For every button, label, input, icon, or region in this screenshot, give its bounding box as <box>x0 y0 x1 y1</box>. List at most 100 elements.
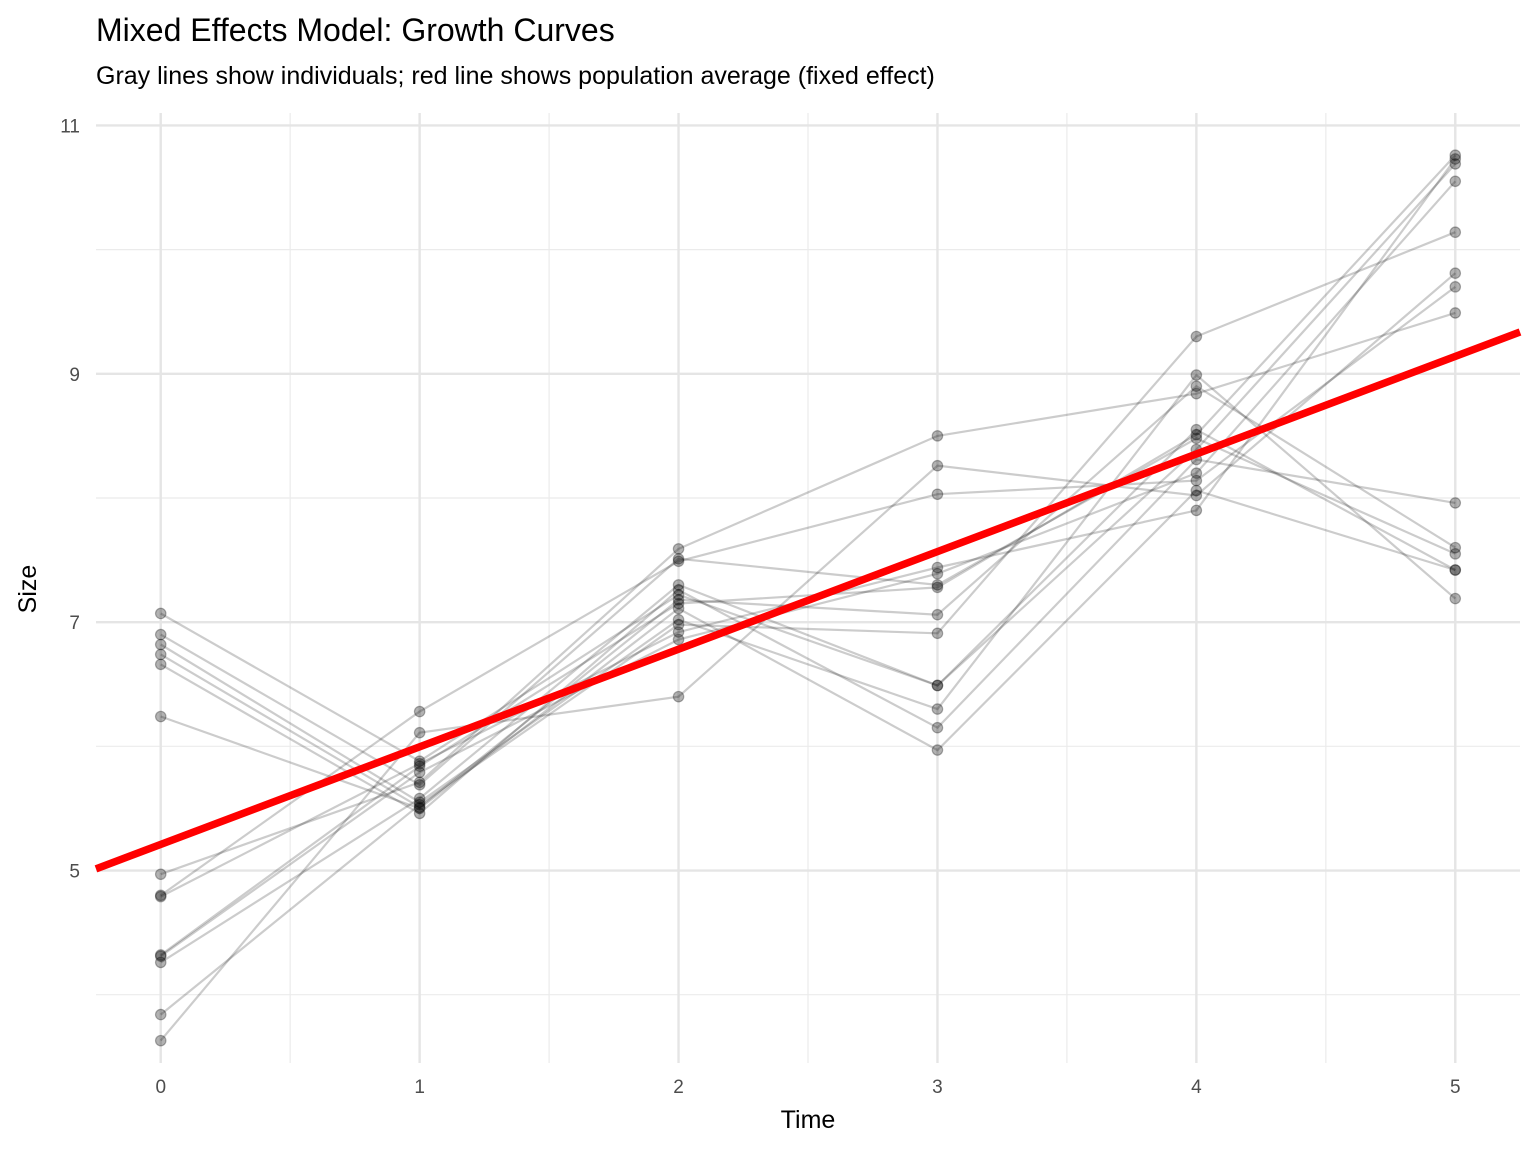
individual-line <box>160 458 1456 815</box>
individual-point <box>1190 432 1203 445</box>
y-tick-label: 5 <box>69 862 80 883</box>
fixed-effect-layer <box>94 328 1522 873</box>
individual-point <box>931 581 944 594</box>
y-tick-label: 7 <box>69 613 80 634</box>
individual-point <box>931 567 944 580</box>
individual-point <box>1190 380 1203 393</box>
individual-point <box>1449 564 1462 576</box>
individual-point <box>154 628 167 641</box>
individual-series-group <box>160 428 1456 763</box>
individual-point <box>1449 497 1462 509</box>
y-axis-ticks: 5 7 9 11 <box>60 116 80 882</box>
individual-point <box>154 1008 167 1021</box>
individual-point <box>1449 158 1462 170</box>
individual-series-group <box>160 286 1456 897</box>
x-tick-label: 5 <box>1450 1077 1461 1098</box>
individual-point <box>931 744 944 756</box>
chart-subtitle: Gray lines show individuals; red line sh… <box>96 62 935 90</box>
individual-point <box>1190 474 1203 487</box>
individual-point <box>413 766 426 779</box>
individual-point <box>154 607 167 620</box>
individual-point <box>1449 153 1462 165</box>
x-tick-label: 4 <box>1191 1077 1202 1098</box>
individual-series-group <box>159 272 1457 1042</box>
individual-point <box>1449 149 1462 162</box>
individual-line <box>160 311 1456 876</box>
x-tick-label: 3 <box>932 1077 943 1098</box>
individual-point <box>413 776 426 789</box>
individual-line <box>160 154 1457 956</box>
individual-point <box>413 755 426 768</box>
individual-point <box>413 760 426 773</box>
individual-point <box>1449 564 1462 576</box>
individual-point <box>672 543 685 555</box>
individual-series <box>154 149 1462 1047</box>
individual-point <box>154 868 167 881</box>
individual-point <box>1449 592 1462 605</box>
individual-point <box>1449 541 1462 554</box>
individual-series-group <box>160 180 1457 958</box>
individual-point <box>672 584 685 596</box>
individual-point <box>154 658 167 671</box>
y-tick-label: 11 <box>60 116 80 137</box>
individual-point <box>413 802 426 815</box>
individual-line <box>160 231 1456 1016</box>
individual-point <box>1449 307 1462 319</box>
major-gridlines <box>96 113 1520 1063</box>
individual-point <box>672 593 685 606</box>
individual-point <box>1190 423 1203 436</box>
individual-series-group <box>160 154 1457 956</box>
individual-point <box>413 757 426 770</box>
individual-point <box>413 796 426 809</box>
individual-line <box>160 373 1457 804</box>
individual-point <box>672 553 685 565</box>
individual-point <box>413 705 426 718</box>
x-axis-title: Time <box>781 1106 836 1134</box>
individual-point <box>154 949 167 961</box>
individual-point <box>154 710 167 723</box>
individual-point <box>672 597 685 610</box>
individual-point <box>413 801 426 813</box>
individual-point <box>413 726 426 739</box>
individual-point <box>672 633 685 646</box>
individual-series-group <box>160 231 1456 1016</box>
individual-point <box>154 956 167 969</box>
individual-point <box>672 589 685 601</box>
individual-point <box>413 807 426 820</box>
individual-point <box>1449 548 1462 560</box>
individual-point <box>931 561 944 574</box>
individual-point <box>154 1034 167 1047</box>
individual-line <box>160 180 1457 958</box>
individual-point <box>931 703 944 715</box>
individual-point <box>1190 504 1203 517</box>
individual-point <box>1449 267 1462 279</box>
x-tick-label: 0 <box>155 1077 166 1098</box>
individual-point <box>1449 175 1462 188</box>
individual-point <box>931 608 944 621</box>
individual-point <box>672 690 685 703</box>
individual-point <box>1190 484 1203 497</box>
individual-series-group <box>160 489 1456 810</box>
individual-point <box>413 779 426 791</box>
individual-point <box>154 890 167 903</box>
fixed-effect-line <box>94 328 1522 873</box>
individual-point <box>672 602 685 615</box>
individual-point <box>931 579 944 591</box>
individual-point <box>1190 369 1203 381</box>
individual-line <box>160 163 1457 964</box>
individual-point <box>154 950 167 963</box>
chart-title: Mixed Effects Model: Growth Curves <box>96 12 615 48</box>
individual-point <box>154 638 167 651</box>
individual-point <box>1449 281 1462 293</box>
individual-point <box>413 792 426 805</box>
individual-series-group <box>160 311 1456 876</box>
individual-point <box>154 889 167 902</box>
individual-point <box>1449 226 1462 239</box>
individual-point <box>672 555 685 568</box>
x-tick-label: 2 <box>673 1077 684 1098</box>
individual-point <box>672 618 685 631</box>
individual-series-group <box>160 384 1456 809</box>
individual-point <box>154 648 167 661</box>
individual-series-group <box>160 163 1457 964</box>
